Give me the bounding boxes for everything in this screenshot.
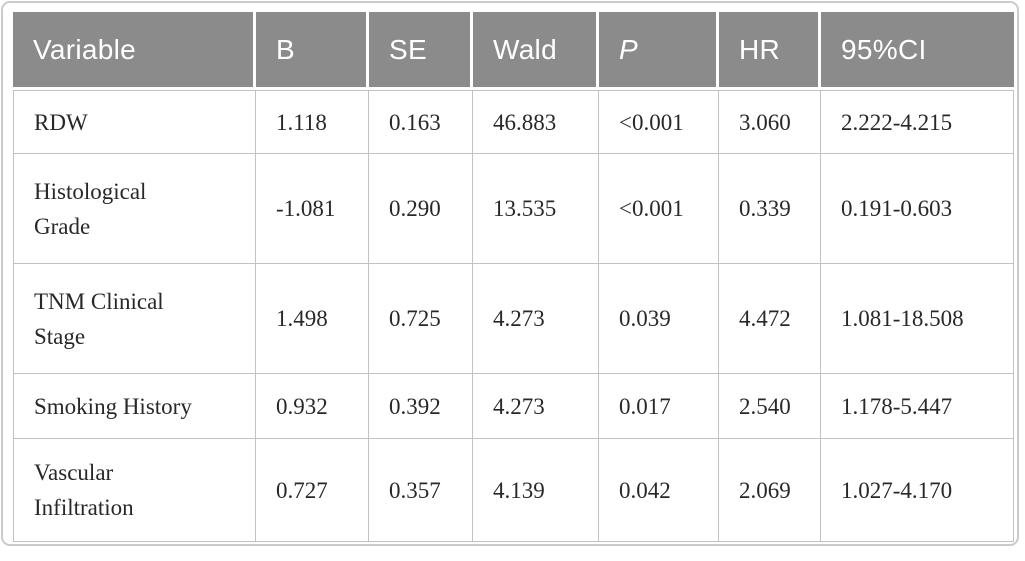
cell-wald: 13.535	[473, 154, 599, 264]
cell-variable: Histological Grade	[13, 154, 256, 264]
cell-se: 0.725	[369, 264, 473, 374]
cell-b: 1.498	[256, 264, 369, 374]
cell-hr: 0.339	[719, 154, 821, 264]
cell-ci: 1.081-18.508	[821, 264, 1014, 374]
cell-wald: 4.273	[473, 264, 599, 374]
cell-variable: Smoking History	[13, 374, 256, 439]
cell-ci: 0.191-0.603	[821, 154, 1014, 264]
header-cell-b: B	[256, 12, 369, 90]
regression-results-table: Variable B SE Wald P HR 95%CI RDW 1.118 …	[13, 12, 1014, 542]
cell-ci: 1.027-4.170	[821, 439, 1014, 542]
cell-hr: 2.069	[719, 439, 821, 542]
cell-wald: 46.883	[473, 90, 599, 154]
cell-variable: RDW	[13, 90, 256, 154]
header-cell-hr: HR	[719, 12, 821, 90]
cell-p: <0.001	[599, 154, 719, 264]
cell-variable: Vascular Infiltration	[13, 439, 256, 542]
table-row-tnm-clinical-stage: TNM Clinical Stage 1.498 0.725 4.273 0.0…	[13, 264, 1014, 374]
table-card: Variable B SE Wald P HR 95%CI RDW 1.118 …	[1, 1, 1019, 546]
cell-p: 0.039	[599, 264, 719, 374]
cell-b: 1.118	[256, 90, 369, 154]
cell-b: -1.081	[256, 154, 369, 264]
cell-hr: 3.060	[719, 90, 821, 154]
header-row: Variable B SE Wald P HR 95%CI	[13, 12, 1014, 90]
cell-p: <0.001	[599, 90, 719, 154]
table-row-smoking-history: Smoking History 0.932 0.392 4.273 0.017 …	[13, 374, 1014, 439]
table-row-rdw: RDW 1.118 0.163 46.883 <0.001 3.060 2.22…	[13, 90, 1014, 154]
cell-wald: 4.139	[473, 439, 599, 542]
cell-ci: 2.222-4.215	[821, 90, 1014, 154]
cell-hr: 2.540	[719, 374, 821, 439]
cell-hr: 4.472	[719, 264, 821, 374]
table-row-histological-grade: Histological Grade -1.081 0.290 13.535 <…	[13, 154, 1014, 264]
header-cell-p: P	[599, 12, 719, 90]
table-row-vascular-infiltration: Vascular Infiltration 0.727 0.357 4.139 …	[13, 439, 1014, 542]
cell-ci: 1.178-5.447	[821, 374, 1014, 439]
cell-se: 0.357	[369, 439, 473, 542]
cell-b: 0.932	[256, 374, 369, 439]
cell-p: 0.017	[599, 374, 719, 439]
cell-p: 0.042	[599, 439, 719, 542]
cell-se: 0.392	[369, 374, 473, 439]
cell-se: 0.290	[369, 154, 473, 264]
header-cell-wald: Wald	[473, 12, 599, 90]
header-cell-ci: 95%CI	[821, 12, 1014, 90]
cell-se: 0.163	[369, 90, 473, 154]
cell-wald: 4.273	[473, 374, 599, 439]
header-cell-se: SE	[369, 12, 473, 90]
cell-variable: TNM Clinical Stage	[13, 264, 256, 374]
cell-b: 0.727	[256, 439, 369, 542]
header-cell-variable: Variable	[13, 12, 256, 90]
